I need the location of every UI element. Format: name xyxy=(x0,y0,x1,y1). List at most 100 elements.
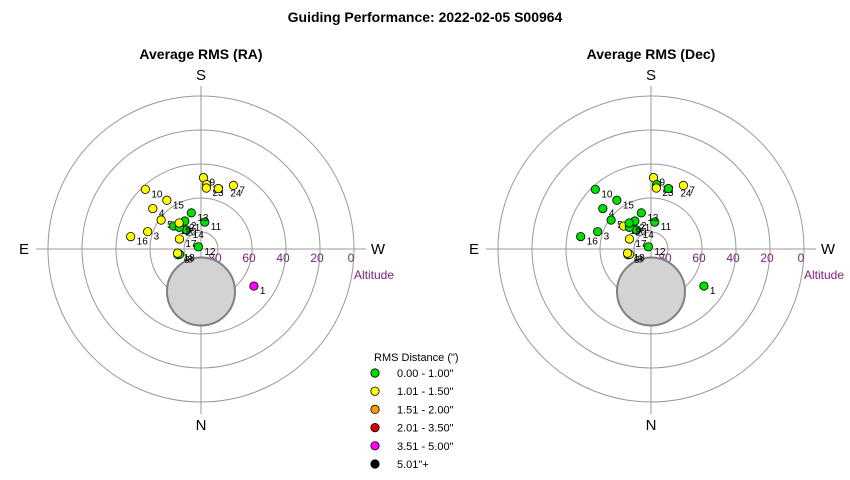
altitude-tick-label: 20 xyxy=(760,251,774,265)
data-point-23: 23 xyxy=(651,183,674,199)
point-label: 23 xyxy=(662,188,674,199)
legend-swatch xyxy=(370,441,380,451)
data-point-10: 10 xyxy=(590,184,613,200)
data-point-16: 16 xyxy=(576,232,598,248)
point-label: 14 xyxy=(643,230,655,241)
point-label: 19 xyxy=(630,226,642,237)
point-label: 1 xyxy=(710,286,716,297)
point-label: 23 xyxy=(212,188,224,199)
point-marker xyxy=(174,234,185,244)
legend-entry: 1.51 - 2.00" xyxy=(370,404,454,416)
point-label: 20 xyxy=(635,227,647,238)
point-marker xyxy=(598,203,608,214)
point-label: 11 xyxy=(211,222,222,233)
point-marker xyxy=(174,218,184,228)
point-marker xyxy=(213,183,223,194)
polar-plot-dec: Average RMS (Dec)SNE W80 60 40 20 0Altitude12… xyxy=(469,46,844,434)
point-marker xyxy=(249,281,259,291)
point-label: 12 xyxy=(204,247,216,258)
legend-swatch xyxy=(370,459,380,469)
data-point-7: 7 xyxy=(228,180,245,196)
data-point-12: 12 xyxy=(193,242,216,258)
point-marker xyxy=(228,180,239,190)
point-label: 9 xyxy=(659,178,665,189)
point-marker xyxy=(201,183,211,193)
point-label: 18 xyxy=(184,253,196,264)
data-point-21: 21 xyxy=(174,218,201,234)
altitude-tick-label: 20 xyxy=(310,251,324,265)
altitude-tick-label: 0 xyxy=(348,251,355,265)
legend-label: 1.01 - 1.50" xyxy=(397,386,454,398)
data-point-23: 23 xyxy=(201,183,224,199)
direction-label-right: W xyxy=(371,241,386,258)
point-label: 11 xyxy=(661,222,672,233)
legend-entry: 5.01"+ xyxy=(370,459,429,471)
obstruction-disc xyxy=(166,256,236,327)
data-point-10: 10 xyxy=(140,184,163,200)
data-point-1: 1 xyxy=(699,281,716,297)
plot-title: Average RMS (Dec) xyxy=(587,46,716,62)
point-marker xyxy=(140,184,150,194)
point-label: 19 xyxy=(180,226,192,237)
legend-entry: 2.01 - 3.50" xyxy=(370,422,454,435)
point-marker xyxy=(650,217,660,227)
data-point-14: 14 xyxy=(182,225,205,241)
point-label: 4 xyxy=(159,209,165,220)
legend-title: RMS Distance (") xyxy=(374,352,459,364)
data-point-17: 17 xyxy=(624,234,647,250)
data-point-21: 21 xyxy=(624,218,651,234)
data-point-17: 17 xyxy=(174,234,197,250)
point-marker xyxy=(576,232,586,242)
data-point-16: 16 xyxy=(126,232,149,248)
point-marker xyxy=(193,242,203,252)
point-label: 24 xyxy=(680,189,692,200)
point-label: 3 xyxy=(604,232,610,243)
data-point-12: 12 xyxy=(643,242,666,258)
altitude-tick-label: 0 xyxy=(798,251,805,265)
point-marker xyxy=(622,248,633,258)
altitude-axis-label: Altitude xyxy=(354,268,394,282)
altitude-tick-label: 40 xyxy=(276,251,290,265)
point-label: 21 xyxy=(189,223,201,234)
point-marker xyxy=(678,180,689,190)
data-point-11: 11 xyxy=(200,217,222,233)
point-label: 3 xyxy=(154,232,160,243)
point-label: 10 xyxy=(601,189,613,200)
point-label: 16 xyxy=(137,237,149,248)
data-point-4: 4 xyxy=(598,203,615,220)
legend-entry: 0.00 - 1.00" xyxy=(370,368,454,380)
legend-entry: 1.01 - 1.50" xyxy=(370,386,454,398)
point-marker xyxy=(624,234,635,244)
direction-label-left: E xyxy=(19,241,29,258)
altitude-axis-label: Altitude xyxy=(804,268,844,282)
data-point-1: 1 xyxy=(249,281,266,297)
point-label: 10 xyxy=(151,189,163,200)
data-point-18: 18 xyxy=(172,248,196,264)
point-label: 21 xyxy=(639,223,651,234)
point-label: 13 xyxy=(197,213,209,224)
legend-label: 2.01 - 3.50" xyxy=(397,423,454,435)
data-point-18: 18 xyxy=(622,248,645,264)
point-marker xyxy=(699,281,709,291)
legend-swatch xyxy=(370,368,380,378)
legend-swatch xyxy=(370,404,380,414)
legend-entry: 3.51 - 5.00" xyxy=(370,441,454,453)
point-label: 13 xyxy=(647,213,659,224)
point-marker xyxy=(593,227,603,237)
point-label: 15 xyxy=(623,200,635,211)
data-point-24: 24 xyxy=(213,183,242,200)
point-marker xyxy=(200,217,210,227)
point-label: 14 xyxy=(193,230,205,241)
direction-label-bottom: N xyxy=(646,417,657,434)
rms-legend: RMS Distance (") 0.00 - 1.00" 1.01 - 1.50"… xyxy=(370,352,459,471)
direction-label-right: W xyxy=(821,241,836,258)
point-marker xyxy=(162,195,172,205)
data-point-15: 15 xyxy=(162,195,184,211)
data-point-4: 4 xyxy=(148,203,165,220)
direction-label-left: E xyxy=(469,241,479,258)
point-label: 24 xyxy=(230,189,242,200)
legend-swatch xyxy=(370,422,380,433)
data-point-13: 13 xyxy=(186,208,209,224)
legend-label: 0.00 - 1.00" xyxy=(397,368,454,380)
